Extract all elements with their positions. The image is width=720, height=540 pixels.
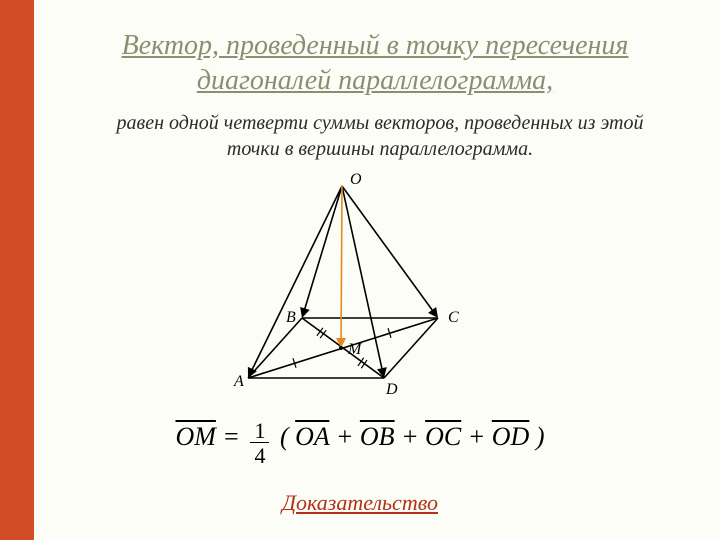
formula: OM = 1 4 ( OA + OB + OC + OD ) — [0, 420, 720, 467]
plus-0: + — [336, 422, 360, 451]
svg-text:A: A — [233, 373, 244, 390]
formula-lhs: OM — [175, 422, 215, 451]
plus-1: + — [401, 422, 425, 451]
close-paren: ) — [536, 422, 545, 451]
fraction-den: 4 — [250, 443, 269, 467]
fraction: 1 4 — [250, 420, 269, 467]
open-paren: ( — [280, 422, 289, 451]
slide: Вектор, проведенный в точку пересечения … — [0, 0, 720, 540]
svg-text:B: B — [286, 309, 296, 326]
term-3: OD — [492, 422, 530, 451]
term-0: OA — [295, 422, 329, 451]
slide-title: Вектор, проведенный в точку пересечения … — [70, 28, 680, 98]
svg-text:M: M — [347, 341, 363, 358]
svg-text:C: C — [448, 309, 459, 326]
geometry-diagram: OABCDM — [0, 178, 720, 408]
plus-2: + — [468, 422, 492, 451]
slide-subtitle: равен одной четверти суммы векторов, про… — [100, 110, 660, 162]
svg-text:D: D — [385, 381, 398, 398]
fraction-num: 1 — [250, 420, 269, 443]
proof-link[interactable]: Доказательство — [0, 490, 720, 516]
term-1: OB — [360, 422, 395, 451]
equals-sign: = — [222, 422, 246, 451]
term-2: OC — [425, 422, 461, 451]
svg-text:O: O — [350, 171, 362, 188]
